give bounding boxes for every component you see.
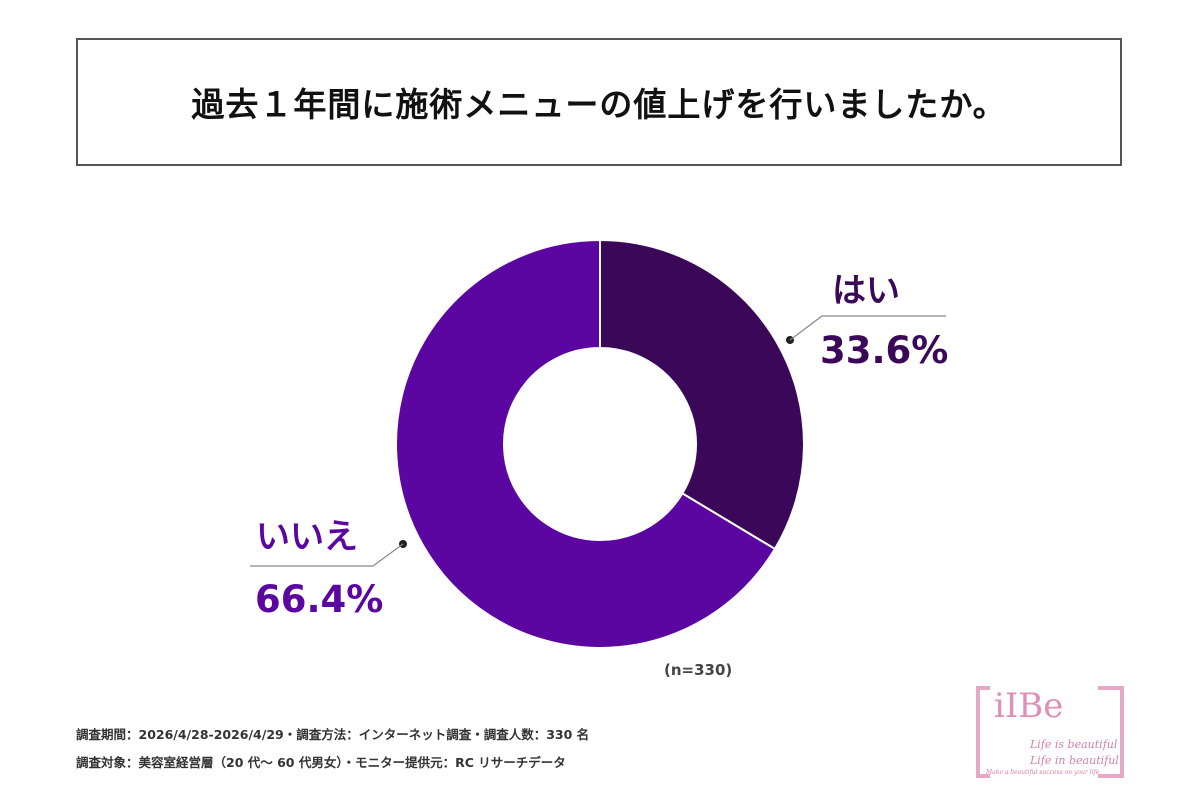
- logo-name: iIBe: [994, 686, 1064, 726]
- logo-tagline-2: Life in beautiful: [1030, 754, 1119, 767]
- slices-group: [395, 238, 805, 649]
- title-box: 過去１年間に施術メニューの値上げを行いましたか。: [76, 38, 1122, 166]
- leader-line-yes: [789, 315, 946, 341]
- slice-yes: [599, 238, 805, 551]
- leader-line-no: [250, 543, 404, 567]
- logo-bracket-left: [976, 686, 990, 778]
- slice-label-yes: はい: [832, 271, 900, 311]
- logo-tagline-1: Life is beautiful: [1030, 738, 1118, 751]
- logo-bracket-right: [1098, 686, 1124, 778]
- slice-value-no: 66.4%: [255, 578, 383, 621]
- slice-value-yes: 33.6%: [820, 329, 948, 372]
- brand-logo: iIBe Life is beautiful Life in beautiful…: [976, 686, 1124, 780]
- chart-title: 過去１年間に施術メニューの値上げを行いましたか。: [191, 85, 1007, 124]
- slice-label-no: いいえ: [256, 517, 358, 557]
- footer-line-2: 調査対象：美容室経営層（20 代～ 60 代男女）・モニター提供元：RC リサー…: [76, 755, 566, 770]
- logo-tagline-3: Make a beautiful success on your life: [986, 769, 1100, 776]
- slice-no: [395, 238, 777, 649]
- footer-line-1: 調査期間：2026/4/28-2026/4/29・調査方法：インターネット調査・…: [76, 727, 590, 742]
- sample-size: (n=330): [664, 661, 733, 679]
